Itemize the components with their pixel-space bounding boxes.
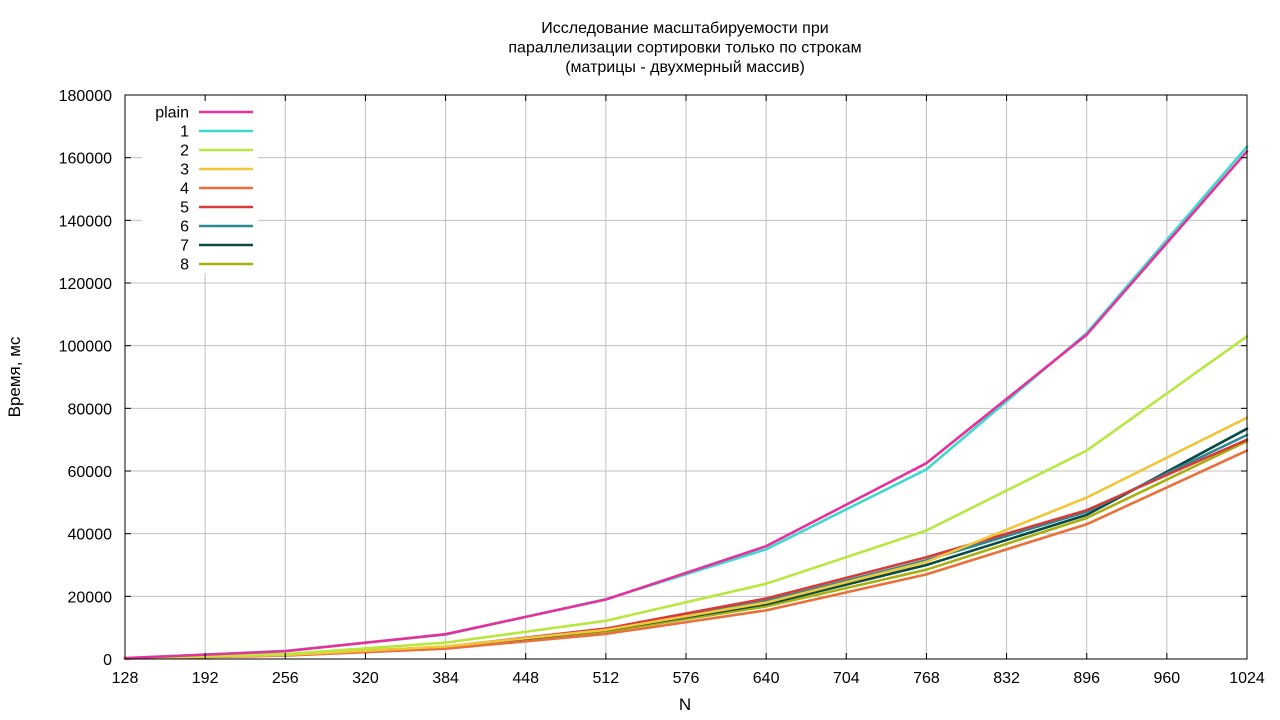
chart-title-line-2: параллелизации сортировки только по стро… [508, 40, 861, 57]
y-tick-label: 100000 [59, 339, 112, 356]
y-tick-label: 20000 [68, 589, 113, 606]
series-line-plain [123, 150, 1249, 660]
axis-ticks: 128 192 256 320 384 448 512 576 640 704 768 832 896 9… [59, 88, 1265, 687]
y-tick-label: 60000 [68, 464, 113, 481]
x-tick-label: 832 [993, 670, 1020, 687]
y-tick-label: 40000 [68, 527, 113, 544]
x-tick-label: 896 [1073, 670, 1100, 687]
chart-title-line-1: Исследование масштабируемости при [541, 20, 828, 37]
series-line-3 [123, 416, 1249, 660]
legend-label-8: 8 [180, 257, 189, 274]
legend-label-plain: plain [155, 105, 189, 122]
x-tick-label: 960 [1154, 670, 1181, 687]
legend-label-5: 5 [180, 200, 189, 217]
legend-label-6: 6 [180, 219, 189, 236]
y-tick-label: 180000 [59, 88, 112, 105]
y-tick-label: 160000 [59, 151, 112, 168]
x-tick-label: 576 [673, 670, 700, 687]
y-axis-label: Время, мс [5, 336, 24, 417]
legend: plain 1 2 3 4 5 6 7 8 [142, 101, 258, 274]
legend-label-7: 7 [180, 238, 189, 255]
x-tick-label: 512 [593, 670, 620, 687]
legend-label-2: 2 [180, 143, 189, 160]
legend-label-1: 1 [180, 124, 189, 141]
series-line-2 [123, 334, 1249, 660]
chart-title-line-3: (матрицы - двухмерный массив) [565, 59, 805, 76]
x-tick-label: 768 [913, 670, 940, 687]
series-lines [123, 145, 1249, 660]
chart-title: Исследование масштабируемости при паралле… [508, 20, 861, 76]
y-tick-label: 0 [103, 652, 112, 669]
legend-label-4: 4 [180, 181, 189, 198]
legend-label-3: 3 [180, 162, 189, 179]
x-tick-label: 192 [192, 670, 219, 687]
x-tick-label: 128 [112, 670, 139, 687]
x-tick-label: 384 [432, 670, 459, 687]
x-tick-label: 704 [833, 670, 860, 687]
x-tick-label: 1024 [1229, 670, 1265, 687]
x-axis-label: N [679, 695, 691, 714]
y-tick-label: 80000 [68, 401, 113, 418]
x-tick-label: 256 [272, 670, 299, 687]
grid-lines [125, 95, 1247, 659]
x-tick-label: 448 [512, 670, 539, 687]
y-tick-label: 140000 [59, 213, 112, 230]
x-tick-label: 640 [753, 670, 780, 687]
y-tick-label: 120000 [59, 276, 112, 293]
x-tick-label: 320 [352, 670, 379, 687]
